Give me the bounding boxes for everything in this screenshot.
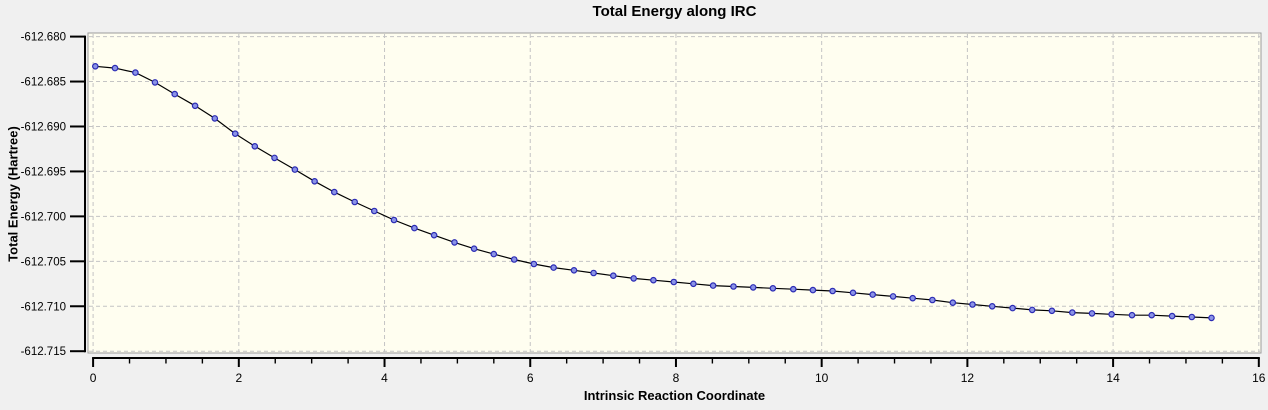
irc-data-point [609,272,617,280]
irc-data-point [809,286,817,294]
irc-data-point [311,178,318,185]
irc-data-point [411,224,418,232]
y-tick-label: -612.700 [21,211,66,223]
irc-data-point [291,166,299,173]
y-tick-label: -612.690 [21,121,66,133]
irc-data-point [630,275,638,282]
irc-data-point [550,264,557,271]
irc-data-point [490,250,498,258]
irc-data-point [909,294,917,302]
irc-data-point [111,64,119,72]
irc-data-point [132,69,139,76]
x-tick-label: 0 [90,371,97,385]
x-tick-label: 14 [1106,371,1120,385]
plot-area [87,32,1262,354]
x-axis-title: Intrinsic Reaction Coordinate [583,388,766,403]
irc-data-point [1009,304,1016,312]
irc-data-point [330,188,338,196]
irc-data-point [1028,306,1036,314]
irc-data-point [390,216,398,224]
x-tick-label: 8 [673,371,680,385]
irc-data-point [470,245,478,253]
irc-data-point [570,266,578,274]
irc-data-point [789,285,797,293]
chart-title: Total Energy along IRC [592,3,757,20]
x-tick-label: 2 [235,371,242,385]
irc-data-point [1148,311,1156,319]
irc-data-point [709,282,717,289]
irc-data-point [849,289,857,297]
irc-data-point [151,79,159,86]
irc-data-point [749,284,757,291]
irc-data-point [869,291,877,298]
irc-data-point [191,102,199,110]
irc-data-point [530,260,538,268]
irc-data-point [1188,313,1196,321]
x-tick-label: 12 [961,371,975,385]
y-tick-label: -612.710 [21,301,66,313]
irc-data-point [1128,311,1136,319]
irc-data-point [949,299,957,307]
irc-data-point [451,239,458,246]
y-tick-label: -612.685 [21,77,66,89]
irc-data-point [969,301,976,308]
irc-data-point [1069,309,1076,316]
irc-data-point [430,231,438,239]
irc-data-point [690,280,697,288]
irc-data-point [370,207,378,215]
x-tick-label: 10 [815,371,829,385]
irc-data-point [211,115,219,122]
irc-data-point [889,293,897,300]
irc-data-point [829,287,836,295]
irc-data-point [1208,314,1215,322]
irc-data-point [650,276,657,284]
irc-data-point [251,143,259,150]
irc-data-point [351,198,359,206]
irc-data-point [271,154,278,162]
irc-data-point [1088,310,1096,317]
irc-data-point [590,269,597,277]
x-tick-label: 6 [527,371,534,385]
y-tick-label: -612.705 [21,256,66,268]
y-tick-label: -612.680 [21,32,66,44]
x-tick-label: 4 [381,371,388,385]
irc-data-point [1108,310,1115,318]
y-tick-label: -612.695 [21,166,66,178]
irc-data-point [171,90,179,98]
irc-data-point [1168,312,1176,320]
irc-data-point [769,284,777,292]
irc-data-point [510,256,518,263]
irc-data-point [670,278,678,286]
irc-data-point [1048,307,1056,315]
irc-data-point [730,283,737,290]
y-axis-title: Total Energy (Hartree) [5,126,21,262]
irc-data-point [988,302,996,310]
x-tick-label: 16 [1252,371,1266,385]
irc-data-point [231,130,239,138]
irc-data-point [92,63,99,70]
irc-data-point [929,296,936,304]
y-tick-label: -612.715 [21,346,66,358]
